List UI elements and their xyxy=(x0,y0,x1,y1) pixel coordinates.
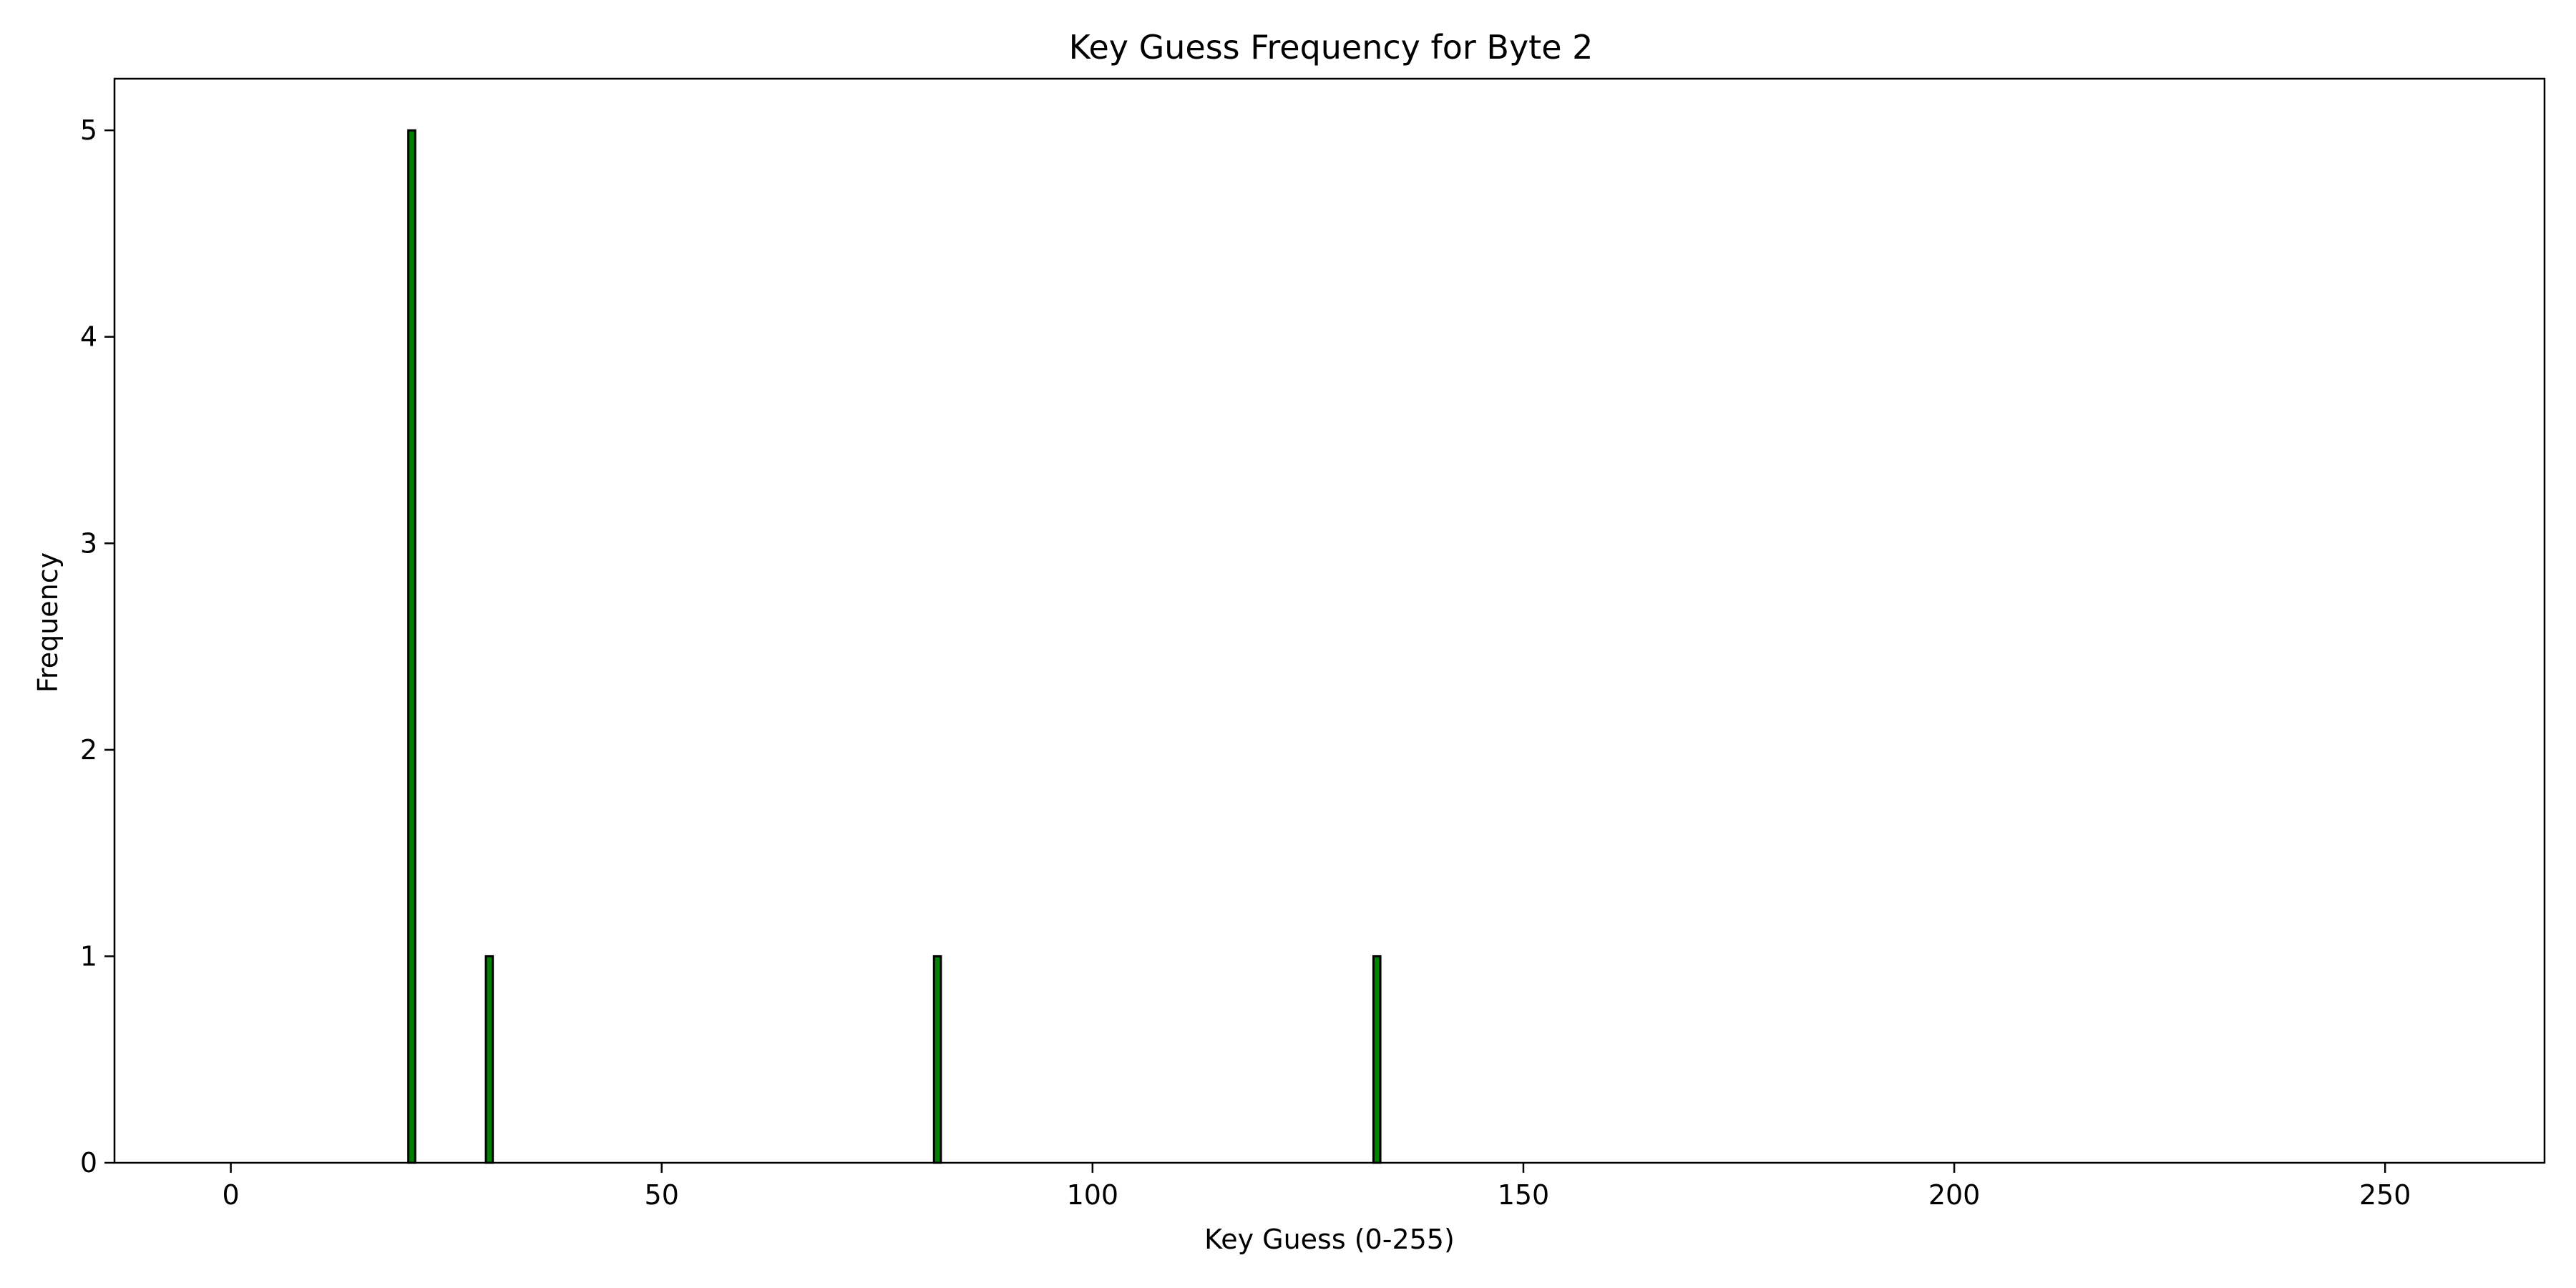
y-tick-label: 2 xyxy=(80,734,97,766)
plot-frame xyxy=(113,77,2546,1164)
x-tick-label: 100 xyxy=(1067,1179,1119,1211)
y-tick-label: 3 xyxy=(80,527,97,559)
x-tick-label: 150 xyxy=(1498,1179,1550,1211)
x-tick-label: 0 xyxy=(222,1179,239,1211)
y-axis-ticks: 0 1 2 3 4 5 xyxy=(80,114,114,1179)
x-axis-ticks: 0 50 100 150 200 250 xyxy=(222,1163,2411,1211)
y-tick-label: 1 xyxy=(80,940,97,972)
bar-21 xyxy=(407,129,416,1164)
x-tick-label: 50 xyxy=(645,1179,679,1211)
y-tick-label: 4 xyxy=(80,321,97,353)
bar-133 xyxy=(1372,955,1382,1164)
x-axis-label: Key Guess (0-255) xyxy=(1204,1224,1455,1255)
bar-30 xyxy=(484,955,494,1164)
y-axis-label: Frequency xyxy=(32,552,64,693)
bar-82 xyxy=(932,955,942,1164)
bars-group xyxy=(407,129,1382,1164)
x-tick-label: 200 xyxy=(1928,1179,1981,1211)
y-tick-label: 5 xyxy=(80,114,97,146)
x-tick-label: 250 xyxy=(2359,1179,2411,1211)
y-tick-label: 0 xyxy=(80,1147,97,1179)
chart-title: Key Guess Frequency for Byte 2 xyxy=(1069,28,1594,67)
